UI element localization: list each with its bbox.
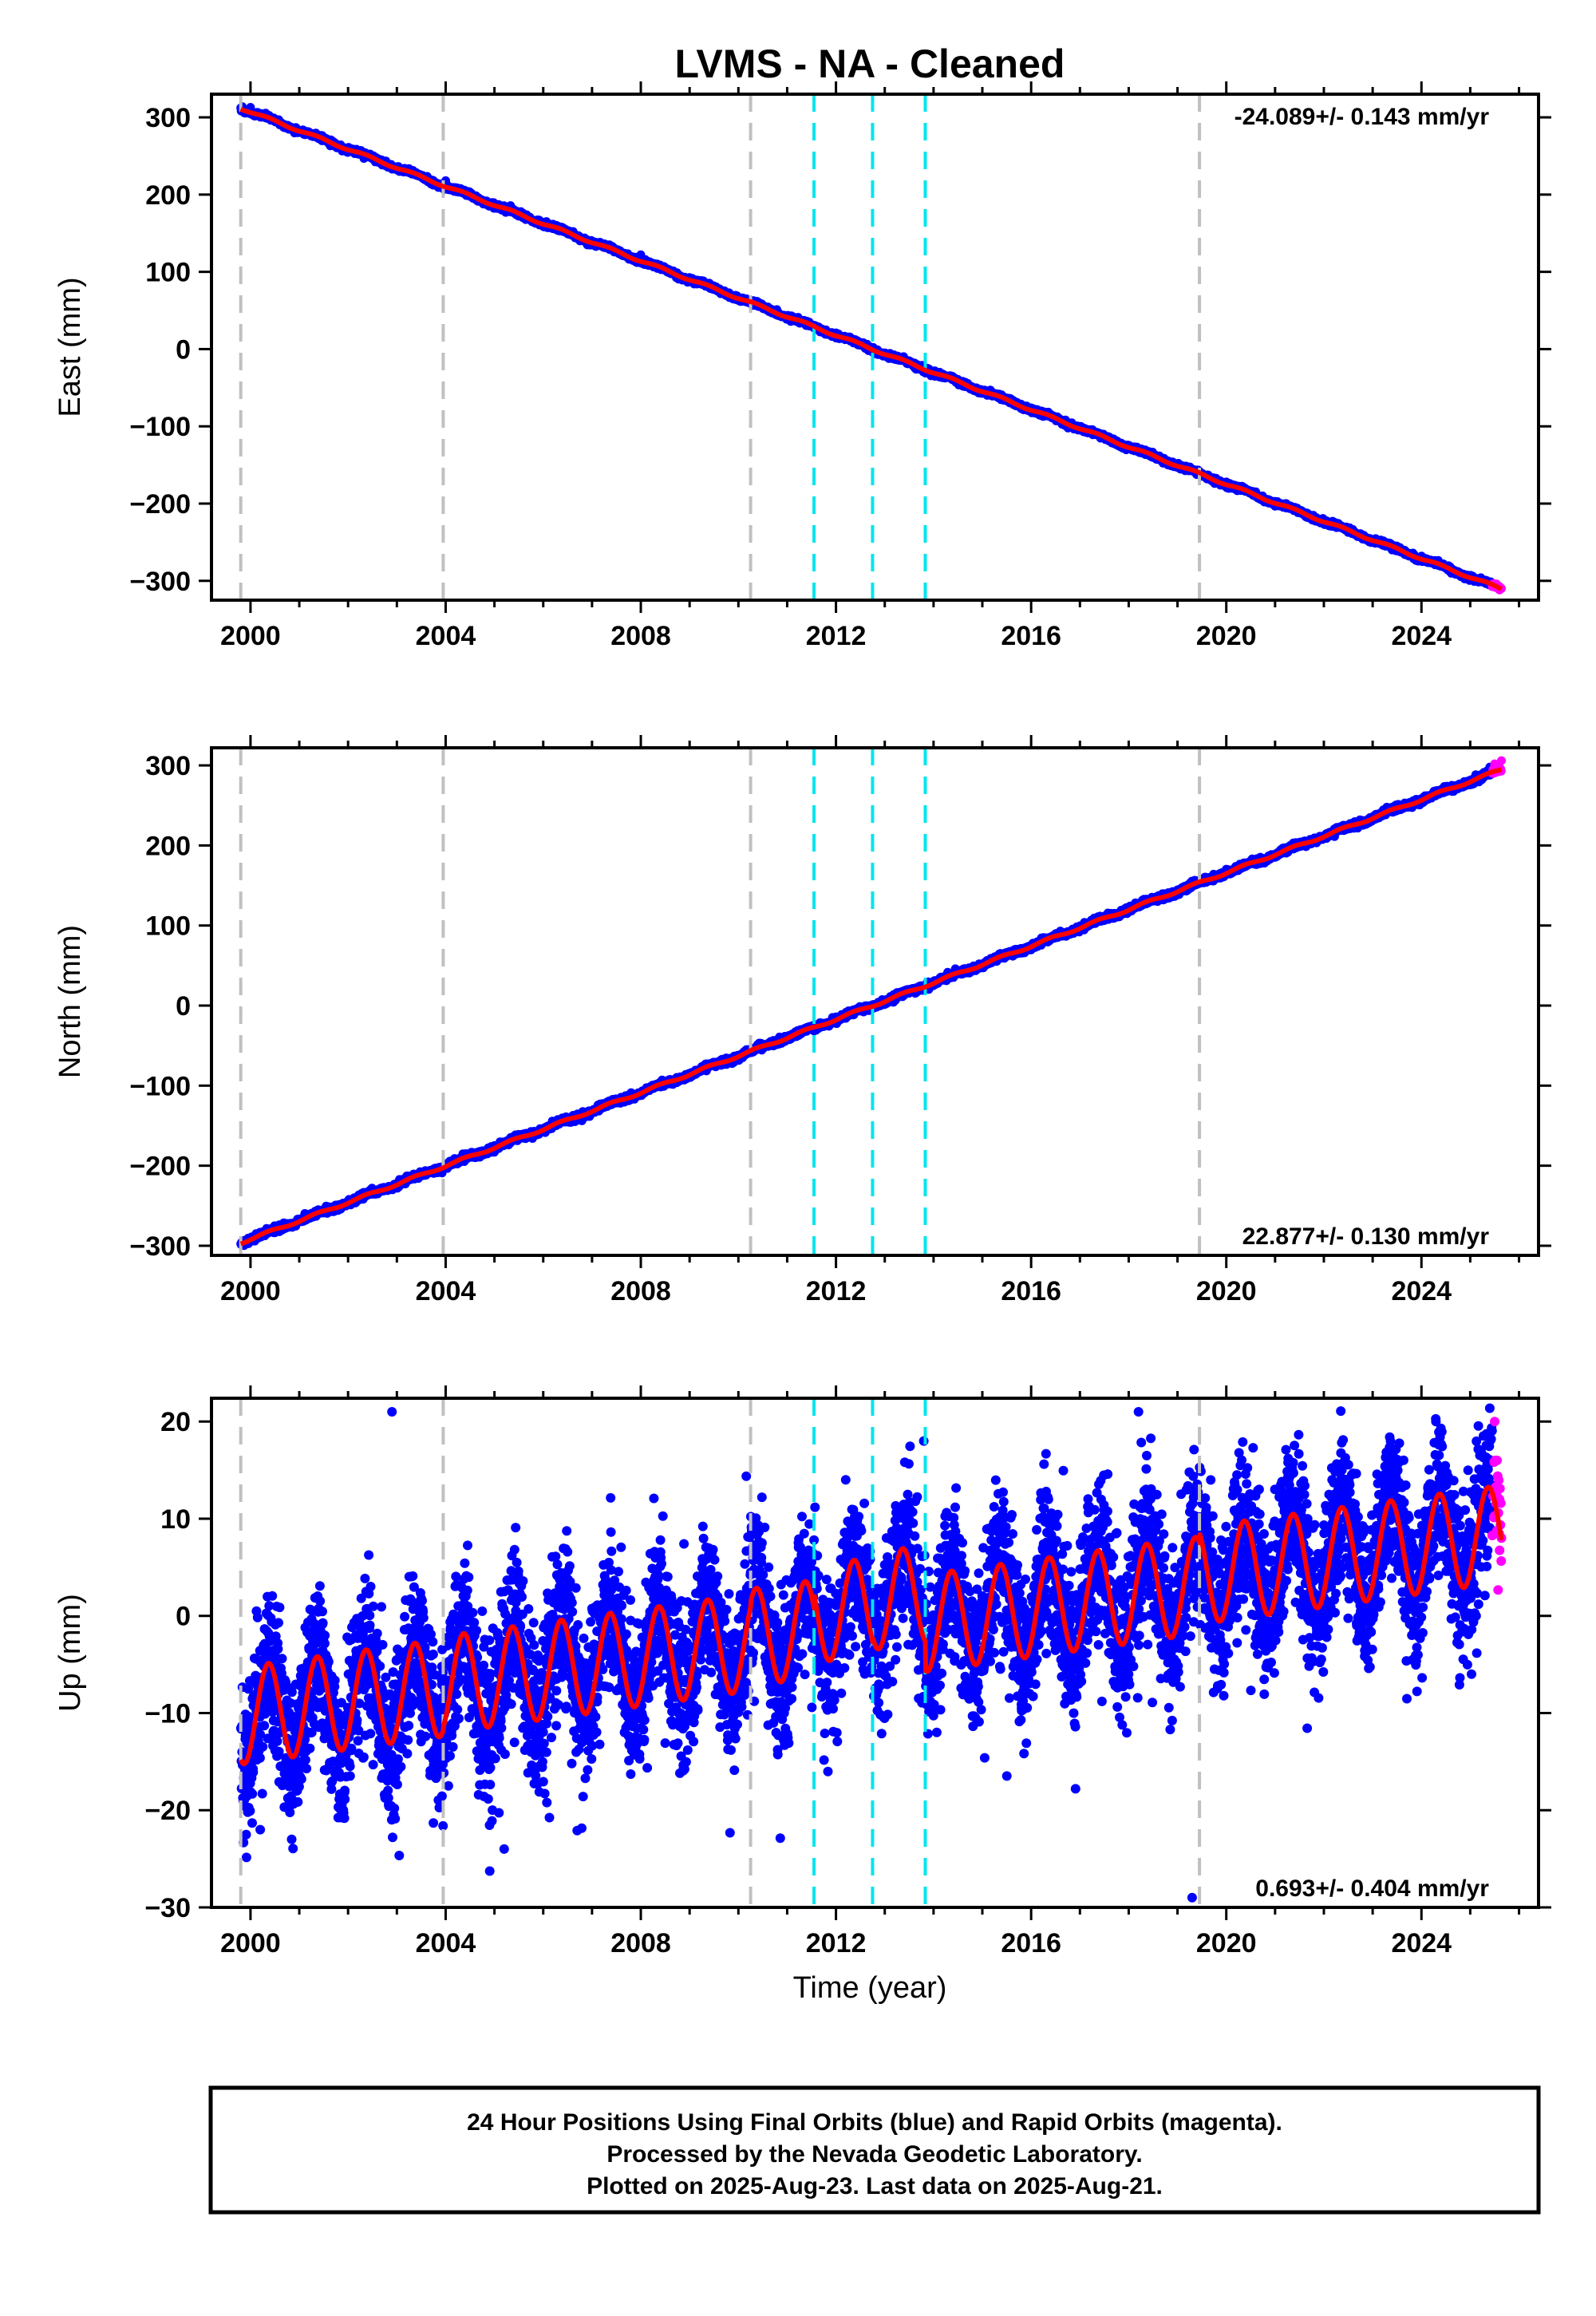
east-panel: 2000 2004 2008 2012 2016 2020 2024−300−200−100…: [53, 81, 1551, 651]
chart-title: LVMS - NA - Cleaned: [675, 41, 1065, 86]
